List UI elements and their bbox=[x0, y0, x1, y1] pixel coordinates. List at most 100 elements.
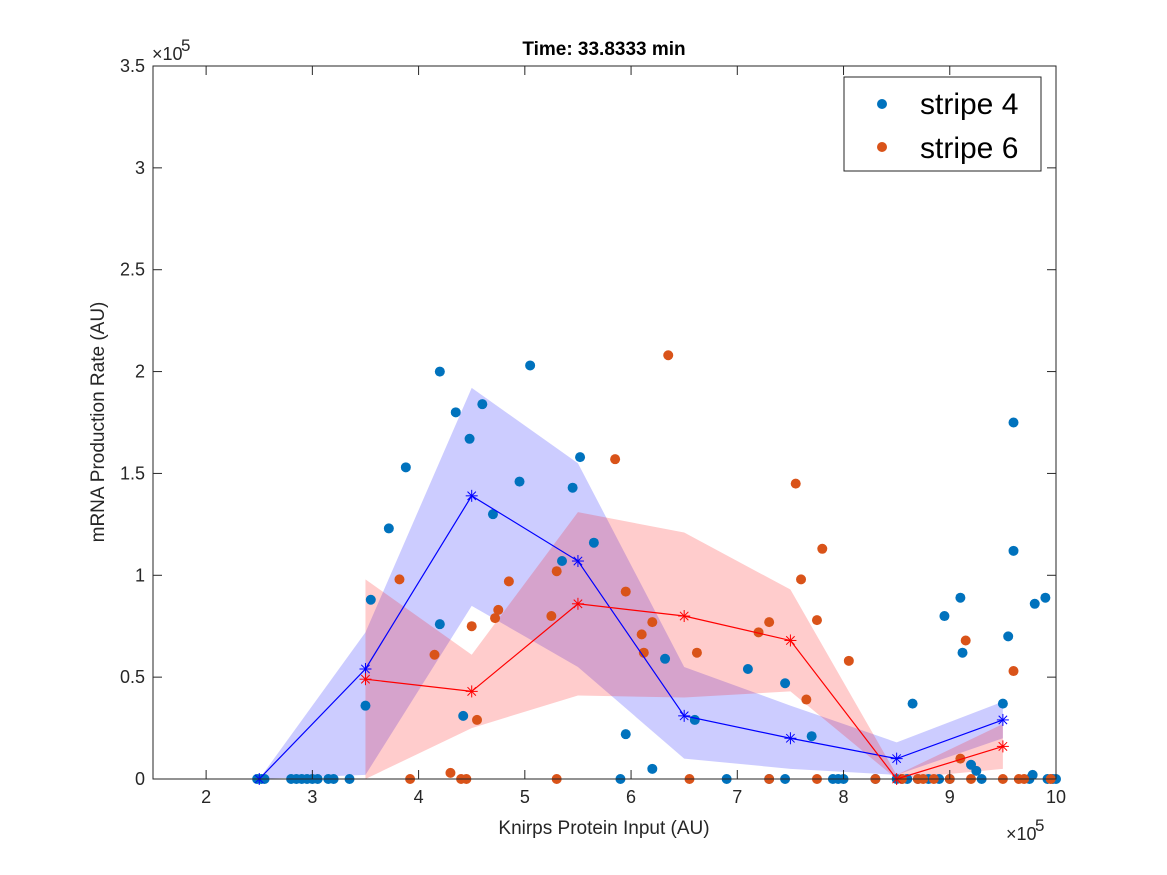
band-stripe-4 bbox=[259, 387, 1003, 779]
data-point-stripe-6 bbox=[394, 574, 405, 585]
data-point-stripe-6 bbox=[638, 647, 649, 658]
data-point-stripe-4 bbox=[957, 647, 968, 658]
x-tick-label: 3 bbox=[307, 787, 317, 807]
data-point-stripe-4 bbox=[557, 556, 568, 567]
data-point-stripe-4 bbox=[997, 698, 1008, 709]
data-point-stripe-4 bbox=[620, 729, 631, 740]
x-exponent-label: ×10 5 bbox=[1006, 816, 1044, 844]
data-point-stripe-4 bbox=[1040, 592, 1051, 603]
mean-marker-stripe-4 bbox=[996, 713, 1009, 726]
axes-box bbox=[152, 65, 1057, 780]
data-point-stripe-6 bbox=[1008, 666, 1019, 677]
data-point-stripe-6 bbox=[636, 629, 647, 640]
data-point-stripe-4 bbox=[1029, 598, 1040, 609]
data-point-stripe-4 bbox=[780, 678, 791, 689]
y-tick-label: 0 bbox=[135, 769, 145, 789]
mean-marker-stripe-4 bbox=[571, 555, 584, 568]
x-tick-label: 6 bbox=[626, 787, 636, 807]
data-point-stripe-4 bbox=[458, 710, 469, 721]
y-tick-label: 2.5 bbox=[120, 260, 145, 280]
data-point-stripe-6 bbox=[796, 574, 807, 585]
legend-marker-stripe-4 bbox=[877, 99, 887, 109]
data-point-stripe-4 bbox=[400, 462, 411, 473]
mean-marker-stripe-4 bbox=[784, 732, 797, 745]
data-point-stripe-4 bbox=[1008, 545, 1019, 556]
y-tick-label: 1.5 bbox=[120, 463, 145, 483]
mean-marker-stripe-6 bbox=[465, 685, 478, 698]
data-point-stripe-4 bbox=[514, 476, 525, 487]
data-point-stripe-4 bbox=[365, 594, 376, 605]
y-tick-label: 3 bbox=[135, 158, 145, 178]
data-point-stripe-6 bbox=[472, 714, 483, 725]
data-point-stripe-6 bbox=[546, 611, 557, 622]
data-point-stripe-4 bbox=[450, 407, 461, 418]
y-tick-label: 0.5 bbox=[120, 667, 145, 687]
tick-labels: 2 3 4 5 6 7 8 9 10 0 0.5 1 1.5 2 2.5 3 3.5 bbox=[120, 56, 1066, 807]
y-multiplier-base: ×10 bbox=[152, 44, 183, 64]
data-point-stripe-4 bbox=[464, 433, 475, 444]
data-point-stripe-6 bbox=[960, 635, 971, 646]
x-axis-label: Knirps Protein Input (AU) bbox=[498, 818, 709, 839]
mean-marker-stripe-4 bbox=[359, 662, 372, 675]
data-point-stripe-6 bbox=[955, 753, 966, 764]
data-point-stripe-4 bbox=[1027, 769, 1038, 780]
x-multiplier-exponent: 5 bbox=[1035, 816, 1044, 835]
legend-label-stripe-6: stripe 6 bbox=[920, 132, 1018, 165]
data-point-stripe-6 bbox=[817, 543, 828, 554]
y-tick-label: 2 bbox=[135, 362, 145, 382]
data-point-stripe-6 bbox=[493, 604, 504, 615]
data-point-stripe-4 bbox=[806, 731, 817, 742]
data-point-stripe-4 bbox=[647, 763, 658, 774]
data-point-stripe-4 bbox=[487, 509, 498, 520]
legend: stripe 4 stripe 6 bbox=[843, 76, 1042, 172]
data-point-stripe-4 bbox=[434, 619, 445, 630]
confidence-bands bbox=[259, 387, 1003, 779]
data-point-stripe-4 bbox=[525, 360, 536, 371]
data-point-stripe-6 bbox=[764, 617, 775, 628]
data-point-stripe-6 bbox=[790, 478, 801, 489]
y-multiplier-exponent: 5 bbox=[181, 36, 190, 55]
x-tick-label: 10 bbox=[1046, 787, 1066, 807]
data-point-stripe-4 bbox=[588, 537, 599, 548]
x-tick-label: 2 bbox=[201, 787, 211, 807]
data-point-stripe-6 bbox=[503, 576, 514, 587]
y-exponent-label: ×10 5 bbox=[152, 36, 190, 64]
plot-area bbox=[153, 66, 1061, 785]
data-point-stripe-6 bbox=[843, 655, 854, 666]
data-point-stripe-6 bbox=[551, 566, 562, 577]
mean-marker-stripe-6 bbox=[571, 597, 584, 610]
x-tick-label: 9 bbox=[945, 787, 955, 807]
data-point-stripe-4 bbox=[939, 611, 950, 622]
data-point-stripe-6 bbox=[429, 649, 440, 660]
data-point-stripe-4 bbox=[660, 653, 671, 664]
x-tick-label: 4 bbox=[414, 787, 424, 807]
y-axis-label: mRNA Production Rate (AU) bbox=[88, 302, 109, 543]
data-point-stripe-4 bbox=[575, 452, 586, 463]
legend-marker-stripe-6 bbox=[877, 142, 887, 152]
data-point-stripe-6 bbox=[620, 586, 631, 597]
data-point-stripe-6 bbox=[663, 350, 674, 361]
data-point-stripe-4 bbox=[383, 523, 394, 534]
mean-marker-stripe-6 bbox=[784, 634, 797, 647]
data-point-stripe-6 bbox=[490, 613, 501, 624]
data-point-stripe-4 bbox=[742, 663, 753, 674]
data-point-stripe-6 bbox=[647, 617, 658, 628]
data-point-stripe-6 bbox=[466, 621, 477, 632]
mean-marker-stripe-6 bbox=[678, 610, 691, 623]
data-point-stripe-6 bbox=[753, 627, 764, 638]
band-stripe-6 bbox=[365, 512, 1003, 779]
legend-label-stripe-4: stripe 4 bbox=[920, 88, 1018, 121]
mean-marker-stripe-6 bbox=[996, 740, 1009, 753]
data-point-stripe-6 bbox=[610, 454, 621, 465]
x-tick-label: 8 bbox=[839, 787, 849, 807]
axes-background bbox=[153, 66, 1056, 779]
data-point-stripe-4 bbox=[567, 482, 578, 493]
x-tick-label: 5 bbox=[520, 787, 530, 807]
data-point-stripe-4 bbox=[434, 366, 445, 377]
y-tick-label: 1 bbox=[135, 565, 145, 585]
x-multiplier-base: ×10 bbox=[1006, 824, 1037, 844]
data-point-stripe-4 bbox=[1003, 631, 1014, 642]
data-point-stripe-6 bbox=[801, 694, 812, 705]
data-point-stripe-4 bbox=[971, 765, 982, 776]
